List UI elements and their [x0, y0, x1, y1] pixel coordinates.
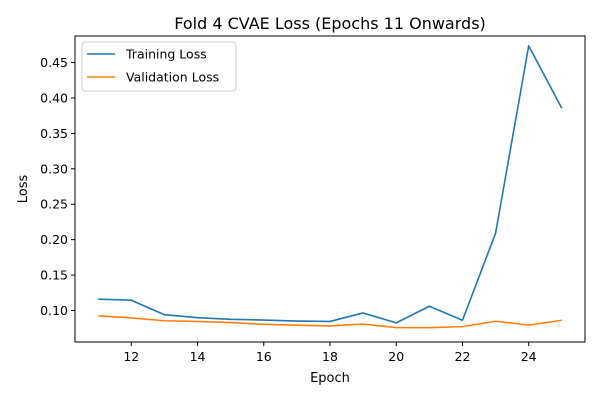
x-tick-label: 14 — [190, 349, 206, 364]
x-tick-label: 20 — [388, 349, 404, 364]
legend-label-validation-loss: Validation Loss — [126, 70, 219, 85]
x-tick-label: 24 — [521, 349, 537, 364]
y-tick-label: 0.35 — [40, 126, 68, 141]
legend-box — [81, 41, 237, 92]
series-line-validation-loss — [98, 314, 562, 329]
y-tick-label: 0.45 — [40, 55, 68, 70]
x-axis-ticks: 12 14 16 18 20 22 24 — [123, 342, 537, 364]
x-axis-label: Epoch — [310, 371, 350, 386]
y-tick-label: 0.15 — [40, 268, 68, 283]
y-tick-label: 0.40 — [40, 90, 68, 105]
y-tick-label: 0.30 — [40, 161, 68, 176]
x-tick-label: 12 — [123, 349, 139, 364]
legend: Training Loss Validation Loss — [81, 41, 237, 92]
y-tick-label: 0.10 — [40, 303, 68, 318]
x-tick-label: 16 — [256, 349, 272, 364]
x-tick-label: 18 — [322, 349, 338, 364]
x-tick-label: 22 — [455, 349, 471, 364]
y-tick-label: 0.25 — [40, 197, 68, 212]
series-layer — [98, 45, 563, 329]
chart-title: Fold 4 CVAE Loss (Epochs 11 Onwards) — [174, 14, 486, 33]
y-axis-label: Loss — [16, 175, 31, 204]
series-line-training-loss — [98, 45, 563, 324]
y-tick-label: 0.20 — [40, 232, 68, 247]
legend-label-training-loss: Training Loss — [125, 47, 207, 62]
y-axis-ticks: 0.10 0.15 0.20 0.25 0.30 0.35 0.40 0.45 — [40, 55, 75, 318]
